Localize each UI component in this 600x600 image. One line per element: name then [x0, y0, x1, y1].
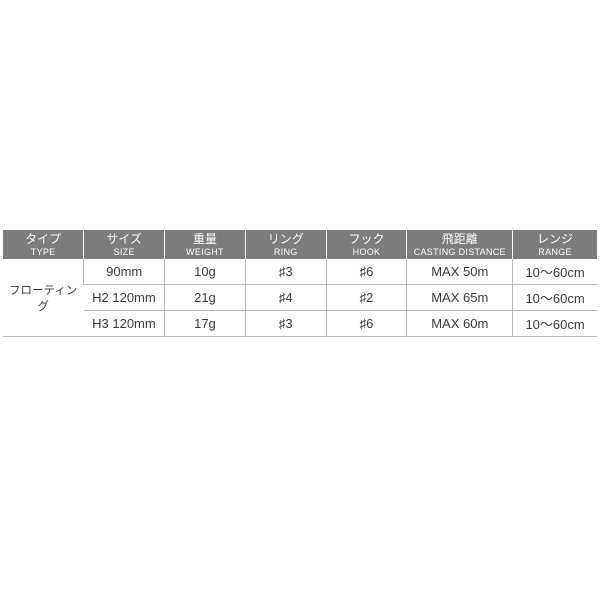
table-header-row: タイプ TYPE サイズ SIZE 重量 WEIGHT リング RING フック: [3, 230, 597, 259]
col-header-jp: レンジ: [515, 233, 595, 247]
cell-ring: ♯3: [245, 259, 326, 285]
col-header-hook: フック HOOK: [326, 230, 407, 259]
col-header-en: HOOK: [329, 247, 405, 257]
cell-cast: MAX 65m: [407, 285, 513, 311]
col-header-jp: タイプ: [5, 233, 81, 247]
table-row: フローティング 90mm 10g ♯3 ♯6 MAX 50m 10～60cm: [3, 259, 597, 285]
cell-size: H3 120mm: [84, 311, 165, 337]
cell-hook: ♯6: [326, 259, 407, 285]
cell-hook: ♯2: [326, 285, 407, 311]
cell-weight: 10g: [165, 259, 246, 285]
col-header-jp: フック: [329, 233, 405, 247]
spec-table: タイプ TYPE サイズ SIZE 重量 WEIGHT リング RING フック: [3, 230, 597, 337]
col-header-en: WEIGHT: [167, 247, 243, 257]
col-header-en: CASTING DISTANCE: [409, 247, 510, 257]
cell-type: フローティング: [3, 259, 84, 337]
col-header-en: RING: [248, 247, 324, 257]
col-header-jp: リング: [248, 233, 324, 247]
col-header-range: レンジ RANGE: [513, 230, 597, 259]
col-header-weight: 重量 WEIGHT: [165, 230, 246, 259]
cell-range: 10～60cm: [513, 259, 597, 285]
col-header-en: SIZE: [86, 247, 162, 257]
cell-size: 90mm: [84, 259, 165, 285]
col-header-cast: 飛距離 CASTING DISTANCE: [407, 230, 513, 259]
table-row: H2 120mm 21g ♯4 ♯2 MAX 65m 10～60cm: [3, 285, 597, 311]
table-row: H3 120mm 17g ♯3 ♯6 MAX 60m 10～60cm: [3, 311, 597, 337]
col-header-ring: リング RING: [245, 230, 326, 259]
cell-weight: 17g: [165, 311, 246, 337]
cell-hook: ♯6: [326, 311, 407, 337]
col-header-jp: 飛距離: [409, 233, 510, 247]
cell-range: 10～60cm: [513, 285, 597, 311]
col-header-en: RANGE: [515, 247, 595, 257]
cell-ring: ♯4: [245, 285, 326, 311]
spec-table-container: タイプ TYPE サイズ SIZE 重量 WEIGHT リング RING フック: [3, 230, 597, 337]
cell-weight: 21g: [165, 285, 246, 311]
cell-range: 10～60cm: [513, 311, 597, 337]
cell-cast: MAX 60m: [407, 311, 513, 337]
cell-size: H2 120mm: [84, 285, 165, 311]
cell-ring: ♯3: [245, 311, 326, 337]
cell-cast: MAX 50m: [407, 259, 513, 285]
col-header-size: サイズ SIZE: [84, 230, 165, 259]
col-header-jp: 重量: [167, 233, 243, 247]
col-header-type: タイプ TYPE: [3, 230, 84, 259]
col-header-en: TYPE: [5, 247, 81, 257]
col-header-jp: サイズ: [86, 233, 162, 247]
